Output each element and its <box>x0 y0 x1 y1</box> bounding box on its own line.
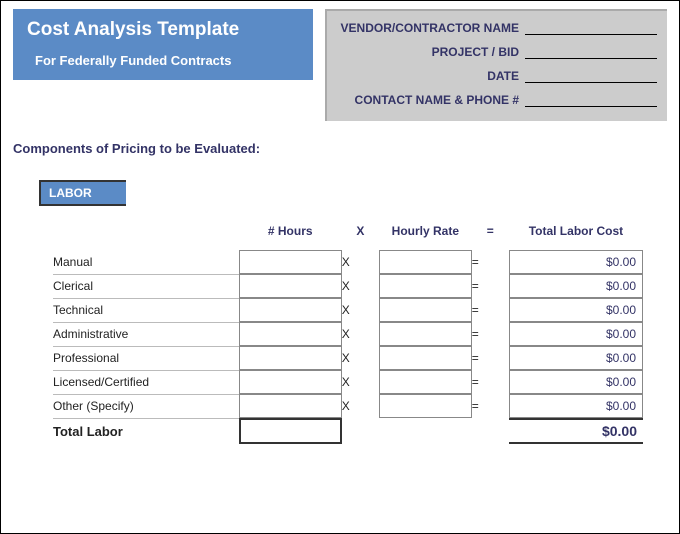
rate-input[interactable] <box>379 346 472 370</box>
rate-input[interactable] <box>379 250 472 274</box>
title-sub: For Federally Funded Contracts <box>27 53 299 68</box>
row-total: $0.00 <box>509 274 643 298</box>
multiply-symbol: X <box>342 298 379 322</box>
multiply-symbol: X <box>342 274 379 298</box>
hours-input[interactable] <box>239 250 342 274</box>
labor-section-tag: LABOR <box>41 180 126 206</box>
multiply-symbol: X <box>342 370 379 394</box>
rate-input[interactable] <box>379 298 472 322</box>
header-total: Total Labor Cost <box>509 212 643 250</box>
row-label: Licensed/Certified <box>53 370 239 394</box>
title-block: Cost Analysis Template For Federally Fun… <box>13 9 313 80</box>
table-row: Professional X = $0.00 <box>53 346 643 370</box>
info-row-date: DATE <box>335 69 657 83</box>
multiply-symbol: X <box>342 250 379 274</box>
info-row-vendor: VENDOR/CONTRACTOR NAME <box>335 21 657 35</box>
info-label: DATE <box>335 69 525 83</box>
header-hours: # Hours <box>239 212 342 250</box>
hours-input[interactable] <box>239 274 342 298</box>
equals-symbol: = <box>472 322 509 346</box>
row-label: Technical <box>53 298 239 322</box>
header-rate: Hourly Rate <box>379 212 472 250</box>
table-row: Clerical X = $0.00 <box>53 274 643 298</box>
table-row: Licensed/Certified X = $0.00 <box>53 370 643 394</box>
table-row: Administrative X = $0.00 <box>53 322 643 346</box>
row-total: $0.00 <box>509 298 643 322</box>
info-row-project: PROJECT / BID <box>335 45 657 59</box>
info-row-contact: CONTACT NAME & PHONE # <box>335 93 657 107</box>
labor-header-row: # Hours X Hourly Rate = Total Labor Cost <box>53 212 643 250</box>
hours-input[interactable] <box>239 394 342 418</box>
equals-symbol: = <box>472 370 509 394</box>
row-label: Professional <box>53 346 239 370</box>
top-row: Cost Analysis Template For Federally Fun… <box>13 9 667 121</box>
info-label: CONTACT NAME & PHONE # <box>335 93 525 107</box>
project-bid-field[interactable] <box>525 45 657 59</box>
table-row: Technical X = $0.00 <box>53 298 643 322</box>
equals-symbol: = <box>472 250 509 274</box>
row-label: Other (Specify) <box>53 394 239 418</box>
hours-input[interactable] <box>239 298 342 322</box>
row-label: Manual <box>53 250 239 274</box>
equals-symbol: = <box>472 346 509 370</box>
info-label: PROJECT / BID <box>335 45 525 59</box>
contact-field[interactable] <box>525 93 657 107</box>
row-label: Administrative <box>53 322 239 346</box>
equals-symbol: = <box>472 298 509 322</box>
rate-input[interactable] <box>379 274 472 298</box>
title-main: Cost Analysis Template <box>27 19 299 41</box>
vendor-info-block: VENDOR/CONTRACTOR NAME PROJECT / BID DAT… <box>325 9 667 121</box>
table-row: Other (Specify) X = $0.00 <box>53 394 643 418</box>
rate-input[interactable] <box>379 394 472 418</box>
cost-analysis-template: Cost Analysis Template For Federally Fun… <box>0 0 680 534</box>
equals-symbol: = <box>472 394 509 418</box>
labor-table: # Hours X Hourly Rate = Total Labor Cost… <box>53 212 643 444</box>
date-field[interactable] <box>525 69 657 83</box>
rate-input[interactable] <box>379 322 472 346</box>
hours-input[interactable] <box>239 370 342 394</box>
total-labor-label: Total Labor <box>53 418 239 444</box>
row-total: $0.00 <box>509 322 643 346</box>
multiply-symbol: X <box>342 322 379 346</box>
header-x: X <box>342 212 379 250</box>
total-hours-box <box>239 418 342 444</box>
section-heading: Components of Pricing to be Evaluated: <box>13 141 343 156</box>
vendor-name-field[interactable] <box>525 21 657 35</box>
row-total: $0.00 <box>509 370 643 394</box>
hours-input[interactable] <box>239 346 342 370</box>
multiply-symbol: X <box>342 346 379 370</box>
header-eq: = <box>472 212 509 250</box>
table-row: Manual X = $0.00 <box>53 250 643 274</box>
info-label: VENDOR/CONTRACTOR NAME <box>335 21 525 35</box>
rate-input[interactable] <box>379 370 472 394</box>
row-total: $0.00 <box>509 394 643 418</box>
row-total: $0.00 <box>509 250 643 274</box>
hours-input[interactable] <box>239 322 342 346</box>
total-labor-value: $0.00 <box>509 418 643 444</box>
equals-symbol: = <box>472 274 509 298</box>
labor-footer-row: Total Labor $0.00 <box>53 418 643 444</box>
row-total: $0.00 <box>509 346 643 370</box>
row-label: Clerical <box>53 274 239 298</box>
multiply-symbol: X <box>342 394 379 418</box>
